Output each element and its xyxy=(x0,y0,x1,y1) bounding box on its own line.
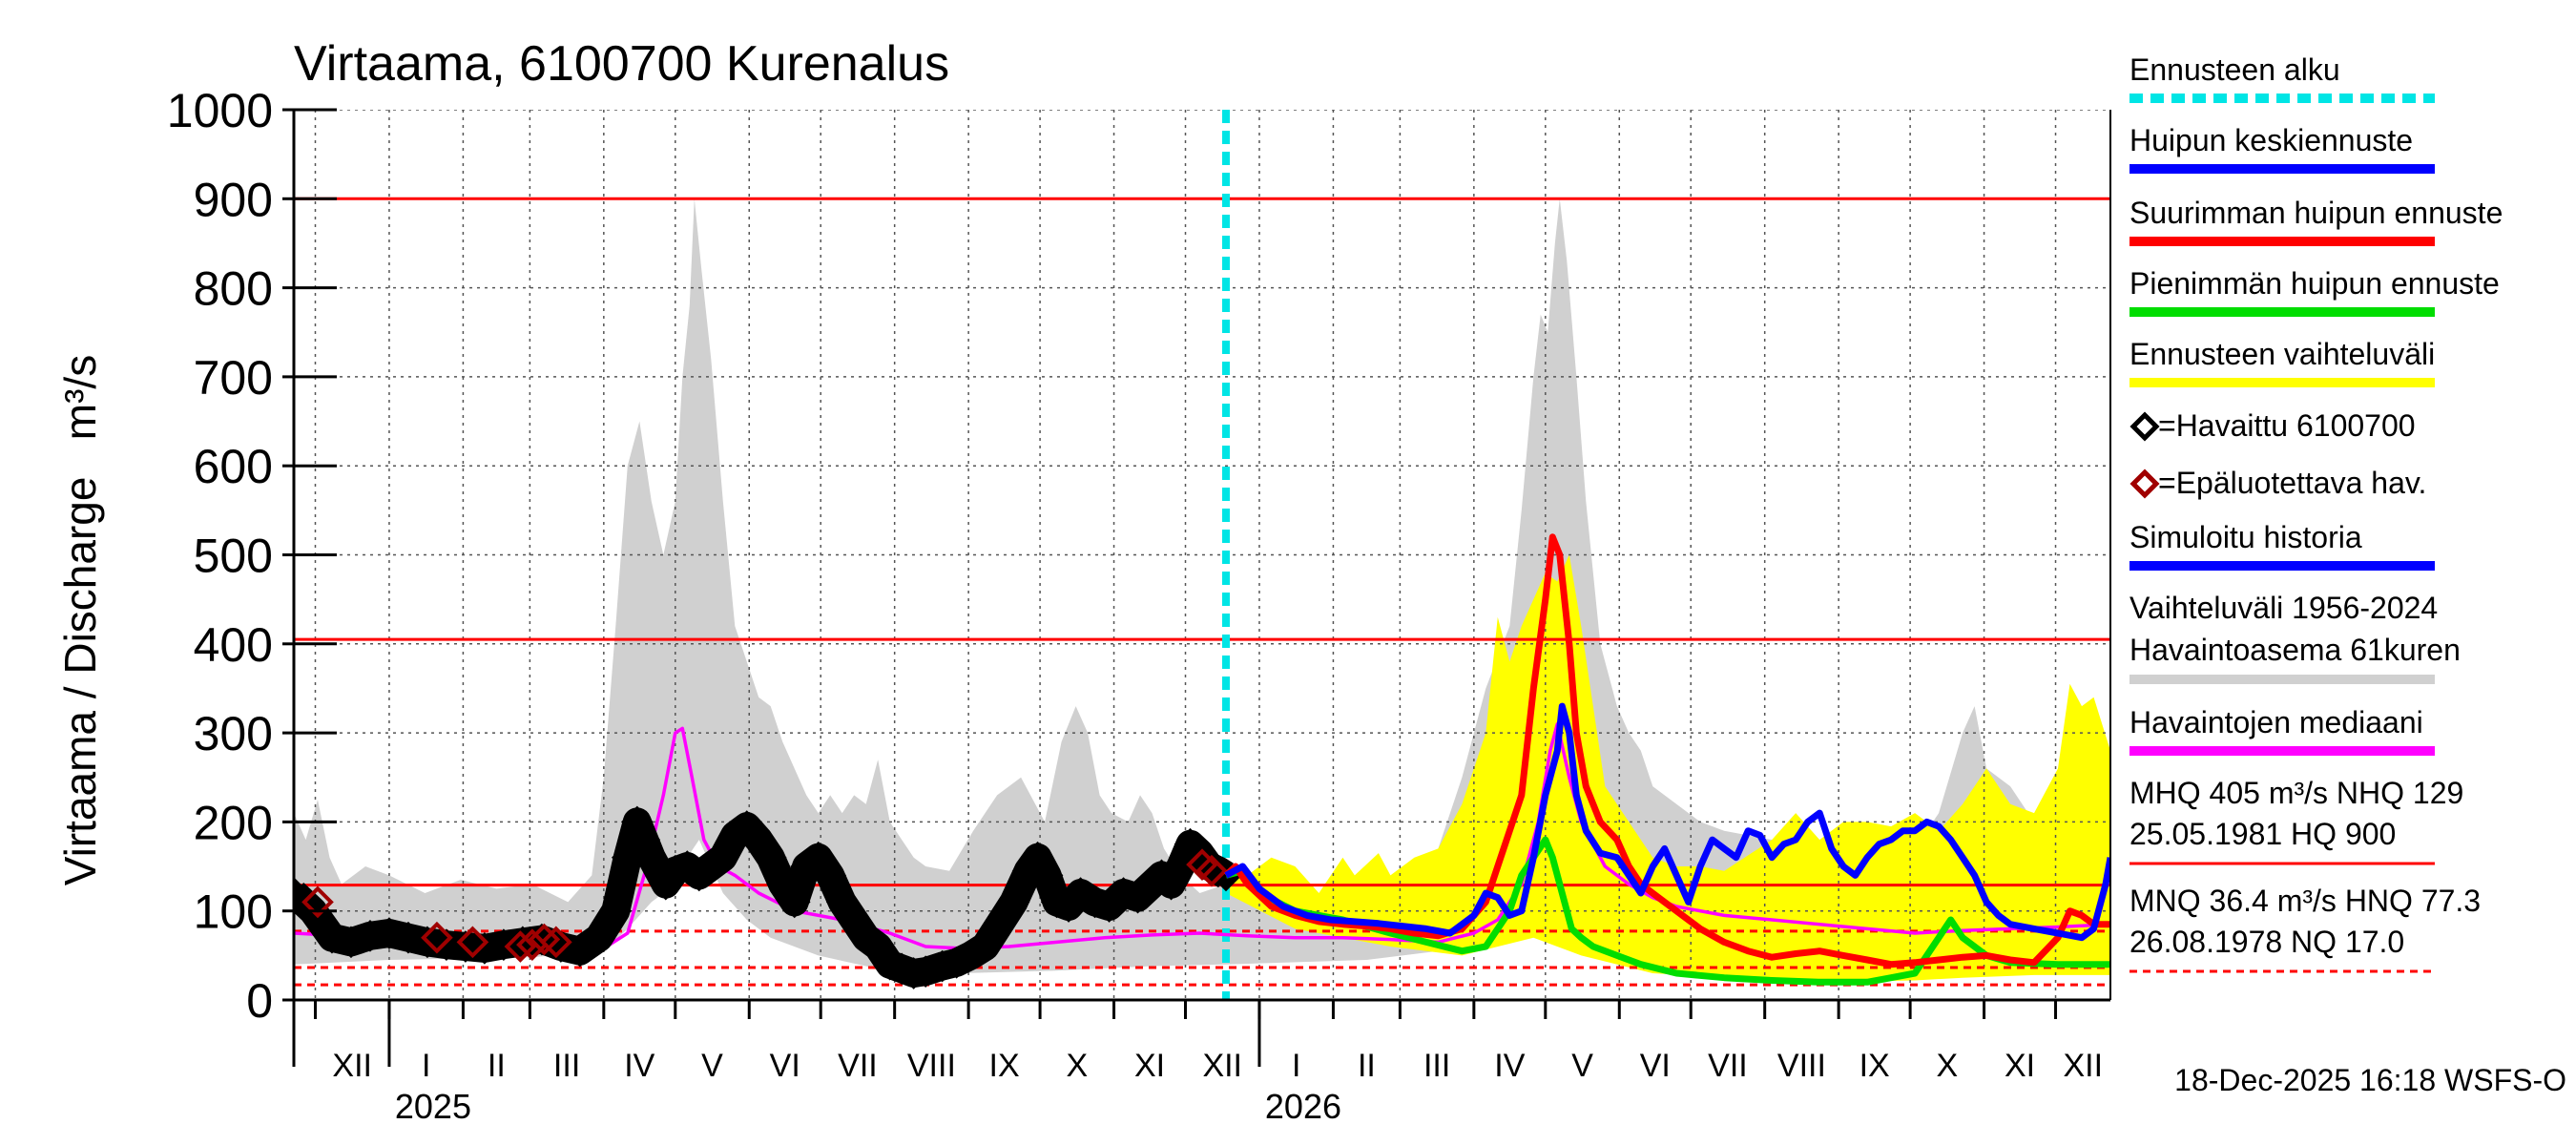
month-label: I xyxy=(1292,1048,1300,1084)
observed-point xyxy=(814,859,847,892)
month-label: XI xyxy=(2005,1048,2035,1084)
observed-point xyxy=(754,841,787,874)
month-label: V xyxy=(1571,1048,1593,1084)
year-label: 2025 xyxy=(395,1087,471,1126)
month-label: II xyxy=(488,1048,506,1084)
observed-point xyxy=(634,841,668,874)
month-label: VII xyxy=(1708,1048,1748,1084)
observed-point xyxy=(778,885,811,919)
legend-label-secondary: Havaintoasema 61kuren xyxy=(2129,633,2461,667)
month-label: XII xyxy=(332,1048,372,1084)
observed-point xyxy=(983,907,1016,941)
unreliable-observation-point xyxy=(504,930,537,963)
month-label: VIII xyxy=(907,1048,956,1084)
y-tick-label: 700 xyxy=(194,351,273,405)
legend-label: Ennusteen vaihteluväli xyxy=(2129,337,2435,371)
legend-label: Simuloitu historia xyxy=(2129,520,2362,554)
month-label: IV xyxy=(624,1048,654,1084)
y-tick-label: 1000 xyxy=(167,84,273,137)
month-label: II xyxy=(1358,1048,1376,1084)
y-tick-label: 900 xyxy=(194,173,273,226)
y-tick-label: 800 xyxy=(194,262,273,316)
observed-point xyxy=(294,877,310,909)
month-label: XI xyxy=(1134,1048,1165,1084)
month-label: VIII xyxy=(1777,1048,1826,1084)
unreliable-observation-point xyxy=(456,926,489,959)
observed-point xyxy=(825,885,859,919)
month-label: XII xyxy=(2063,1048,2103,1084)
observed-point xyxy=(838,904,871,936)
y-tick-label: 400 xyxy=(194,618,273,672)
legend-label: Suurimman huipun ennuste xyxy=(2129,196,2503,230)
observed-point xyxy=(742,823,776,856)
y-tick-label: 300 xyxy=(194,707,273,760)
month-label: I xyxy=(422,1048,430,1084)
observed-point xyxy=(1030,859,1064,892)
observed-point xyxy=(968,930,1002,963)
year-label: 2026 xyxy=(1265,1087,1341,1126)
month-label: VI xyxy=(770,1048,800,1084)
stats-line: MNQ 36.4 m³/s HNQ 77.3 xyxy=(2129,884,2481,918)
observed-point xyxy=(599,894,633,927)
series-line-suurimman-huipun-ennuste xyxy=(1223,533,2110,968)
y-tick-label: 600 xyxy=(194,440,273,493)
unreliable-observation-point xyxy=(1195,854,1228,887)
observed-point xyxy=(997,885,1030,919)
month-label: IX xyxy=(1859,1048,1890,1084)
footer-timestamp: 18-Dec-2025 16:18 WSFS-O xyxy=(2174,1063,2566,1097)
plot-content xyxy=(294,110,2110,1000)
month-label: X xyxy=(1936,1048,1958,1084)
legend-label: =Epäluotettava hav. xyxy=(2158,466,2426,500)
series-line-pienimm-n-huipun-ennuste xyxy=(1225,836,2110,986)
unreliable-observation-point xyxy=(528,923,561,956)
observed-point xyxy=(706,841,739,874)
y-tick-label: 500 xyxy=(194,530,273,583)
observed-point xyxy=(862,930,895,963)
legend-marker xyxy=(2129,468,2160,499)
month-label: III xyxy=(1423,1048,1450,1084)
legend-label: =Havaittu 6100700 xyxy=(2158,408,2416,443)
observed-point xyxy=(430,928,463,961)
legend-label: Ennusteen alku xyxy=(2129,52,2340,87)
unreliable-observation-point xyxy=(301,885,334,919)
legend: Ennusteen alku Huipun keskiennuste Suurimm… xyxy=(2129,52,2503,756)
month-label: V xyxy=(701,1048,723,1084)
stats-line: MHQ 405 m³/s NHQ 129 xyxy=(2129,776,2463,810)
legend-label: Huipun keskiennuste xyxy=(2129,123,2413,157)
stats-line: 26.08.1978 NQ 17.0 xyxy=(2129,925,2404,959)
unreliable-observation-point xyxy=(516,928,549,961)
unreliable-observation-point xyxy=(540,926,572,959)
observed-point xyxy=(564,934,596,968)
series-line-huipun-keskiennuste xyxy=(1224,702,2110,942)
observed-point xyxy=(801,841,835,874)
month-label: VI xyxy=(1640,1048,1671,1084)
y-tick-label: 0 xyxy=(246,974,273,1028)
month-label: X xyxy=(1066,1048,1088,1084)
legend-label: Pienimmän huipun ennuste xyxy=(2129,266,2500,301)
month-label: XII xyxy=(1202,1048,1242,1084)
month-label: IX xyxy=(989,1048,1020,1084)
observed-point xyxy=(583,921,615,954)
legend-marker xyxy=(2129,411,2160,442)
series-line-havaintojen-mediaani xyxy=(294,722,2110,950)
forecast-range-band xyxy=(1226,554,2110,983)
month-label: VII xyxy=(838,1048,878,1084)
stats-line: 25.05.1981 HQ 900 xyxy=(2129,817,2396,851)
month-label: IV xyxy=(1494,1048,1525,1084)
observed-point xyxy=(611,841,644,874)
y-tick-label: 200 xyxy=(194,796,273,849)
unreliable-observation-point xyxy=(421,921,453,954)
observed-point xyxy=(766,867,800,901)
statistics-panel: MHQ 405 m³/s NHQ 129 25.05.1981 HQ 900 MNQ… xyxy=(2129,776,2481,973)
month-label: III xyxy=(553,1048,580,1084)
chart-title: Virtaama, 6100700 Kurenalus xyxy=(294,36,949,92)
y-axis-label: Virtaama / Discharge m³/s xyxy=(55,355,105,885)
y-tick-label: 100 xyxy=(194,885,273,939)
legend-label: Vaihteluväli 1956-2024 xyxy=(2129,591,2438,625)
legend-label: Havaintojen mediaani xyxy=(2129,705,2423,739)
